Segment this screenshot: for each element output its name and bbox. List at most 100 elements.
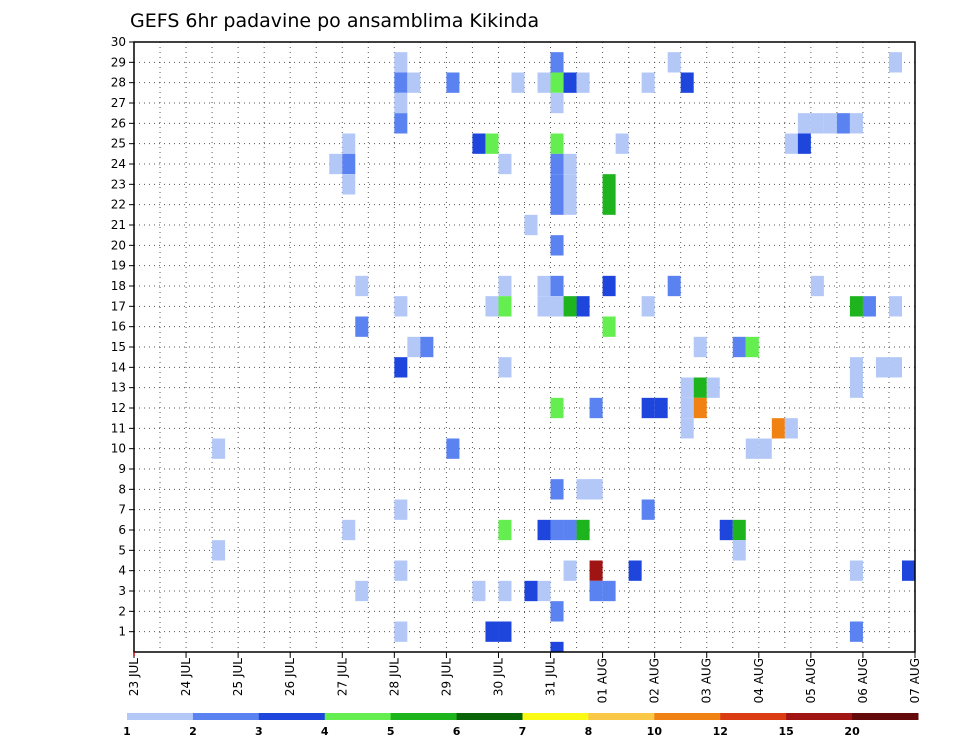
data-cell <box>589 580 603 602</box>
data-cell <box>498 357 512 378</box>
legend-label: 10 <box>647 725 663 738</box>
data-cell <box>641 397 655 419</box>
data-cell <box>355 316 369 337</box>
x-tick-label: 04 AUG <box>752 658 766 703</box>
data-cell <box>810 275 824 297</box>
data-cell <box>537 275 551 297</box>
chart-title: GEFS 6hr padavine po ansamblima Kikinda <box>130 10 539 32</box>
data-cell <box>550 194 564 215</box>
y-tick-label: 24 <box>111 157 126 171</box>
x-tick-label: 30 JUL <box>491 658 505 696</box>
legend-swatch <box>720 713 787 720</box>
legend-swatch <box>127 713 194 720</box>
data-cell <box>394 113 408 134</box>
data-cell <box>602 316 616 337</box>
legend-swatch <box>852 713 919 720</box>
y-tick-label: 23 <box>111 177 126 191</box>
data-cell <box>576 296 590 317</box>
data-cell <box>641 499 655 520</box>
data-cell <box>602 194 616 215</box>
y-tick-label: 2 <box>118 604 126 618</box>
y-tick-label: 13 <box>111 381 126 395</box>
data-cell <box>706 377 720 398</box>
data-cell <box>589 397 603 419</box>
data-cell <box>849 377 863 398</box>
data-cell <box>550 397 564 419</box>
x-axis: 23 JUL 24 JUL 25 JUL 26 JUL 27 JUL 28 JUL 29 J… <box>127 652 922 703</box>
x-tick-label: 28 JUL <box>387 658 401 696</box>
data-cell <box>342 133 356 154</box>
data-cell <box>394 621 408 642</box>
data-cell <box>550 235 564 256</box>
data-cell <box>342 174 356 195</box>
data-cell <box>511 72 525 93</box>
data-cell <box>550 479 564 500</box>
data-cell <box>784 133 798 154</box>
data-cell <box>563 194 577 215</box>
data-cell <box>394 357 408 378</box>
data-cell <box>576 479 590 500</box>
x-tick-label: 03 AUG <box>700 658 714 703</box>
data-cell <box>732 519 746 541</box>
legend-label: 5 <box>387 725 395 738</box>
data-cell <box>394 72 408 93</box>
data-cell <box>615 133 629 154</box>
data-cell <box>394 92 408 114</box>
y-tick-label: 27 <box>111 96 126 110</box>
data-cell <box>784 418 798 439</box>
data-cell <box>563 519 577 541</box>
data-cell <box>498 621 512 642</box>
data-cell <box>342 519 356 541</box>
data-cell <box>810 113 824 134</box>
y-tick-label: 17 <box>111 299 126 313</box>
data-cell <box>563 560 577 581</box>
legend-swatch <box>456 713 523 720</box>
data-cell <box>550 153 564 175</box>
legend-swatch <box>786 713 853 720</box>
y-tick-label: 29 <box>111 55 126 69</box>
y-tick-label: 3 <box>118 584 126 598</box>
data-cell <box>524 214 538 236</box>
x-tick-label: 24 JUL <box>179 658 193 696</box>
data-cell <box>849 621 863 642</box>
x-tick-label: 29 JUL <box>439 658 453 696</box>
legend-label: 7 <box>519 725 527 738</box>
data-cell <box>550 72 564 93</box>
data-cell <box>745 336 759 358</box>
y-tick-label: 15 <box>111 340 126 354</box>
legend-label: 2 <box>189 725 197 738</box>
data-cell <box>212 540 226 561</box>
data-cell <box>537 72 551 93</box>
data-cell <box>901 560 915 581</box>
y-tick-label: 30 <box>111 35 126 49</box>
legend-swatch <box>588 713 655 720</box>
data-cell <box>849 296 863 317</box>
data-cell <box>589 479 603 500</box>
data-cell <box>446 438 460 459</box>
y-tick-label: 25 <box>111 137 126 151</box>
data-cell <box>537 519 551 541</box>
data-cell <box>680 397 694 419</box>
legend-swatch <box>324 713 392 720</box>
data-cell <box>654 397 668 419</box>
data-cell <box>420 336 434 358</box>
legend-label: 1 <box>123 725 131 738</box>
data-cell <box>875 357 889 378</box>
y-tick-label: 9 <box>118 462 126 476</box>
data-cell <box>602 275 616 297</box>
y-tick-label: 20 <box>111 238 126 252</box>
data-cell <box>550 52 564 73</box>
data-cell <box>563 174 577 195</box>
data-cell <box>641 72 655 93</box>
data-cell <box>589 560 603 581</box>
legend-label: 8 <box>585 725 593 738</box>
legend-label: 4 <box>321 725 329 738</box>
data-cell <box>550 601 564 622</box>
data-cell <box>680 377 694 398</box>
data-cell <box>537 296 551 317</box>
y-tick-label: 5 <box>118 543 126 557</box>
data-cell <box>680 418 694 439</box>
data-cell <box>212 438 226 459</box>
data-cell <box>888 357 902 378</box>
